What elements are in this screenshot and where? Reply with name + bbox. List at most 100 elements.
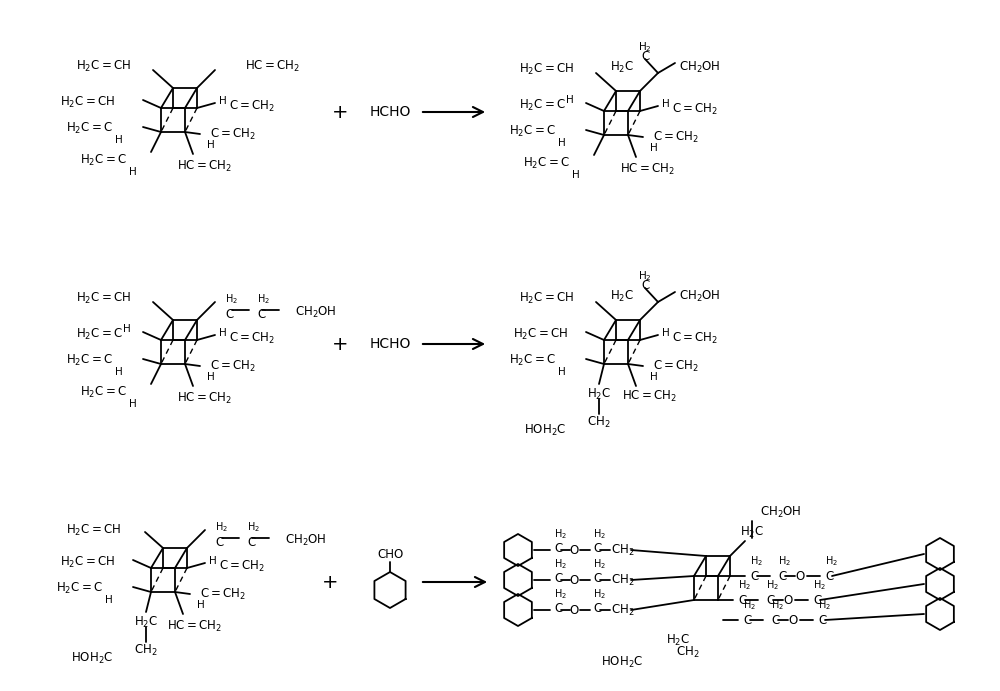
Text: C: C	[778, 569, 786, 583]
Text: O: O	[569, 603, 579, 616]
Text: C: C	[593, 542, 601, 556]
Text: C: C	[215, 536, 223, 549]
Text: H$_2$: H$_2$	[554, 587, 567, 601]
Text: H$_2$: H$_2$	[638, 269, 652, 283]
Text: C: C	[225, 307, 233, 321]
Text: H$_2$: H$_2$	[554, 557, 567, 571]
Text: H$_2$C$=$C: H$_2$C$=$C	[56, 580, 103, 596]
Text: H$_2$C$=$CH: H$_2$C$=$CH	[66, 522, 121, 538]
Text: H: H	[219, 96, 227, 106]
Text: C: C	[593, 573, 601, 585]
Text: H$_2$C: H$_2$C	[134, 614, 158, 630]
Text: H$_2$C$=$C: H$_2$C$=$C	[523, 155, 570, 171]
Text: H$_2$: H$_2$	[247, 520, 260, 534]
Text: O: O	[569, 574, 579, 587]
Text: HC$=$CH$_2$: HC$=$CH$_2$	[177, 158, 233, 173]
Text: H$_2$C$=$C: H$_2$C$=$C	[80, 153, 127, 167]
Text: H$_2$C$=$C: H$_2$C$=$C	[76, 326, 123, 341]
Text: C: C	[641, 278, 649, 292]
Text: C$=$CH$_2$: C$=$CH$_2$	[672, 102, 718, 117]
Text: CH$_2$: CH$_2$	[611, 603, 635, 618]
Text: H$_2$: H$_2$	[813, 578, 826, 592]
Text: HOH$_2$C: HOH$_2$C	[601, 654, 643, 670]
Text: H$_2$C$=$C: H$_2$C$=$C	[66, 352, 113, 368]
Text: C: C	[771, 614, 779, 627]
Text: H$_2$: H$_2$	[215, 520, 228, 534]
Text: H: H	[115, 135, 123, 145]
Text: H$_2$: H$_2$	[750, 554, 763, 568]
Text: CH$_2$OH: CH$_2$OH	[285, 533, 327, 547]
Text: H$_2$C$=$CH: H$_2$C$=$CH	[60, 95, 115, 110]
Text: CH$_2$: CH$_2$	[676, 645, 700, 659]
Text: H: H	[662, 328, 670, 338]
Text: H$_2$: H$_2$	[738, 578, 751, 592]
Text: C: C	[641, 50, 649, 62]
Text: H: H	[650, 143, 658, 153]
Text: H$_2$C: H$_2$C	[666, 632, 690, 647]
Text: H$_2$: H$_2$	[554, 527, 567, 541]
Text: HOH$_2$C: HOH$_2$C	[71, 650, 113, 665]
Text: H: H	[129, 167, 137, 177]
Text: H$_2$: H$_2$	[766, 578, 779, 592]
Text: C$=$CH$_2$: C$=$CH$_2$	[210, 359, 256, 374]
Text: H: H	[558, 138, 566, 148]
Text: H$_2$C: H$_2$C	[740, 524, 764, 540]
Text: H$_2$: H$_2$	[638, 40, 652, 54]
Text: C: C	[825, 569, 833, 583]
Text: C: C	[750, 569, 758, 583]
Text: CH$_2$: CH$_2$	[611, 572, 635, 587]
Text: H$_2$: H$_2$	[225, 292, 238, 306]
Text: H$_2$: H$_2$	[771, 598, 784, 612]
Text: H$_2$: H$_2$	[743, 598, 756, 612]
Text: H$_2$: H$_2$	[593, 587, 606, 601]
Text: HC$=$CH$_2$: HC$=$CH$_2$	[620, 162, 676, 176]
Text: HCHO: HCHO	[369, 337, 411, 351]
Text: H$_2$C$=$C: H$_2$C$=$C	[66, 120, 113, 135]
Text: C$=$CH$_2$: C$=$CH$_2$	[229, 330, 275, 346]
Text: H$_2$C$=$C: H$_2$C$=$C	[80, 384, 127, 399]
Text: H$_2$C$=$C: H$_2$C$=$C	[509, 124, 556, 139]
Text: O: O	[569, 544, 579, 556]
Text: HCHO: HCHO	[369, 105, 411, 119]
Text: H: H	[207, 140, 215, 150]
Text: CH$_2$: CH$_2$	[611, 542, 635, 558]
Text: H: H	[115, 367, 123, 377]
Text: C: C	[738, 594, 746, 607]
Text: +: +	[332, 102, 348, 122]
Text: C: C	[766, 594, 774, 607]
Text: C$=$CH$_2$: C$=$CH$_2$	[210, 126, 256, 142]
Text: H$_2$C$=$CH: H$_2$C$=$CH	[76, 59, 131, 73]
Text: H: H	[197, 600, 205, 610]
Text: +: +	[322, 573, 338, 591]
Text: HC$=$CH$_2$: HC$=$CH$_2$	[167, 618, 223, 634]
Text: C: C	[247, 536, 255, 549]
Text: H$_2$C: H$_2$C	[587, 386, 611, 401]
Text: H$_2$: H$_2$	[825, 554, 838, 568]
Text: O: O	[788, 614, 798, 627]
Text: C$=$CH$_2$: C$=$CH$_2$	[653, 359, 699, 374]
Text: H$_2$: H$_2$	[818, 598, 831, 612]
Text: H$_2$C$=$CH: H$_2$C$=$CH	[519, 290, 574, 305]
Text: CH$_2$OH: CH$_2$OH	[679, 288, 721, 303]
Text: CH$_2$OH: CH$_2$OH	[760, 504, 802, 520]
Text: C$=$CH$_2$: C$=$CH$_2$	[229, 98, 275, 113]
Text: H: H	[207, 372, 215, 382]
Text: HOH$_2$C: HOH$_2$C	[524, 422, 566, 437]
Text: H$_2$: H$_2$	[593, 557, 606, 571]
Text: CHO: CHO	[377, 547, 403, 560]
Text: H$_2$C: H$_2$C	[610, 288, 634, 303]
Text: HC$=$CH$_2$: HC$=$CH$_2$	[245, 59, 300, 73]
Text: H: H	[650, 372, 658, 382]
Text: H: H	[219, 328, 227, 338]
Text: H$_2$C$=$C: H$_2$C$=$C	[519, 97, 566, 113]
Text: CH$_2$: CH$_2$	[134, 643, 158, 658]
Text: H: H	[123, 324, 131, 334]
Text: H$_2$C$=$CH: H$_2$C$=$CH	[60, 554, 115, 569]
Text: H: H	[209, 556, 217, 566]
Text: O: O	[783, 594, 793, 607]
Text: H: H	[129, 399, 137, 409]
Text: +: +	[332, 334, 348, 354]
Text: H: H	[662, 99, 670, 109]
Text: C$=$CH$_2$: C$=$CH$_2$	[653, 129, 699, 144]
Text: C: C	[593, 603, 601, 616]
